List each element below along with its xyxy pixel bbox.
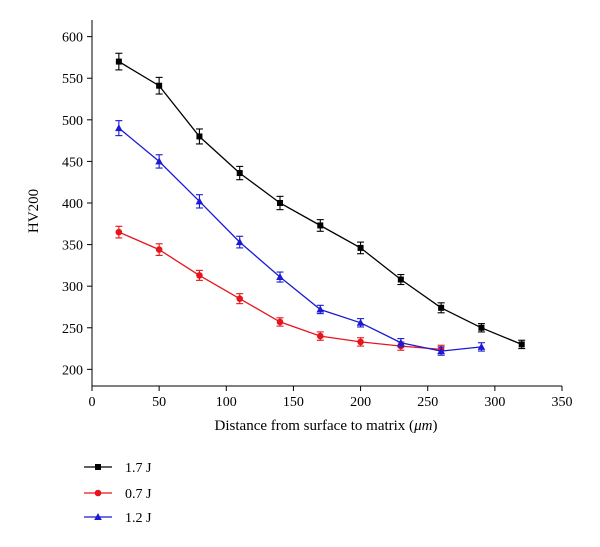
x-tick-label: 100 xyxy=(216,395,237,410)
y-tick-label: 600 xyxy=(62,31,83,46)
x-axis-label-suffix: ) xyxy=(432,418,437,434)
data-point xyxy=(276,318,284,326)
data-point xyxy=(397,276,404,283)
data-point xyxy=(235,238,244,246)
data-point xyxy=(156,82,163,89)
data-point xyxy=(155,246,163,253)
legend-item-2: 1.2 J xyxy=(84,511,152,526)
data-point xyxy=(115,228,123,236)
data-point xyxy=(155,157,163,165)
data-point xyxy=(316,305,325,313)
series-line xyxy=(118,61,522,346)
data-point xyxy=(317,222,324,229)
data-point xyxy=(477,342,486,350)
data-point xyxy=(277,200,283,206)
data-point xyxy=(518,341,525,348)
data-point xyxy=(195,197,204,205)
legend: 1.7 J 0.7 J 1.2 J xyxy=(84,461,152,526)
series-1 xyxy=(115,225,445,355)
x-axis-label: Distance from surface to matrix (μm) xyxy=(215,418,438,434)
legend-item-1: 0.7 J xyxy=(84,487,152,502)
chart-axes xyxy=(91,20,562,387)
x-axis-label-prefix: Distance from surface to matrix ( xyxy=(215,418,415,434)
x-tick-label: 200 xyxy=(350,395,371,410)
data-point xyxy=(236,170,243,177)
data-point xyxy=(478,324,485,331)
y-axis-ticks: 200 250 300 350 400 450 500 550 600 xyxy=(62,31,92,378)
y-tick-label: 200 xyxy=(62,363,83,378)
data-point xyxy=(196,272,203,279)
legend-marker xyxy=(95,464,101,470)
legend-marker xyxy=(94,489,102,497)
y-tick-label: 550 xyxy=(62,72,83,87)
data-point xyxy=(316,332,324,340)
data-point xyxy=(236,295,244,302)
data-point xyxy=(357,338,364,346)
data-point xyxy=(115,124,123,132)
data-point xyxy=(196,133,203,140)
data-point xyxy=(276,273,284,281)
x-axis-label-unit: μm xyxy=(413,418,433,434)
x-tick-label: 50 xyxy=(152,395,166,410)
legend-label: 0.7 J xyxy=(125,487,152,502)
data-point xyxy=(356,318,365,326)
legend-item-0: 1.7 J xyxy=(84,461,152,476)
y-tick-label: 450 xyxy=(62,155,83,170)
data-point xyxy=(115,58,122,65)
x-axis-ticks: 0 50 100 150 200 250 300 350 xyxy=(89,386,573,410)
y-tick-label: 300 xyxy=(62,280,83,295)
data-point xyxy=(357,244,364,251)
legend-marker xyxy=(94,513,102,520)
data-point xyxy=(397,338,405,346)
y-tick-label: 500 xyxy=(62,114,83,129)
x-tick-label: 150 xyxy=(283,395,304,410)
data-point xyxy=(437,347,445,355)
legend-label: 1.2 J xyxy=(125,511,152,526)
data-point xyxy=(438,304,445,311)
series-layer xyxy=(115,52,526,356)
legend-label: 1.7 J xyxy=(125,461,152,476)
x-tick-label: 300 xyxy=(484,395,505,410)
y-tick-label: 400 xyxy=(62,197,83,212)
series-line xyxy=(118,231,442,351)
y-tick-label: 350 xyxy=(62,239,83,254)
x-tick-label: 350 xyxy=(552,395,573,410)
series-2 xyxy=(115,120,486,356)
y-tick-label: 250 xyxy=(62,322,83,337)
y-axis-label: HV200 xyxy=(26,189,42,233)
series-line xyxy=(118,127,482,352)
series-0 xyxy=(115,52,526,350)
x-tick-label: 0 xyxy=(89,395,96,410)
x-tick-label: 250 xyxy=(417,395,438,410)
